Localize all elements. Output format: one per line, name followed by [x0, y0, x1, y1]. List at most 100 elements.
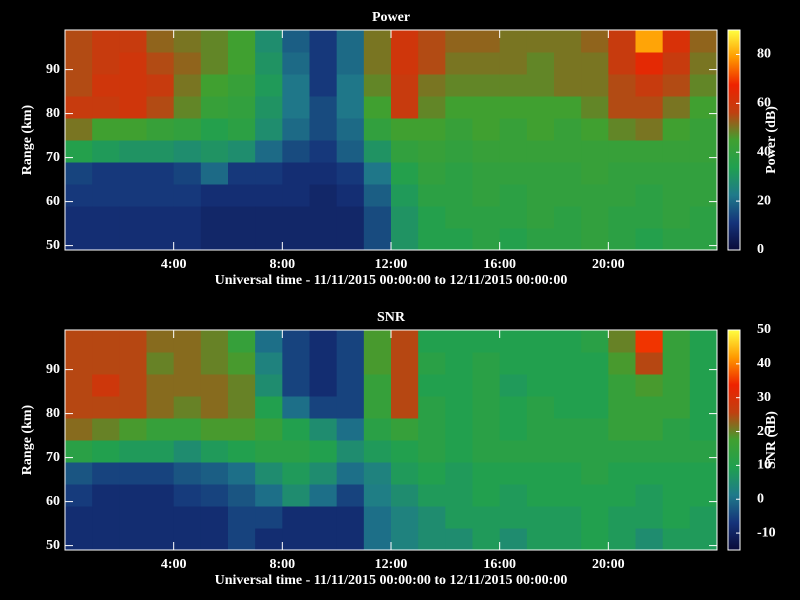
heatmap-cell: [363, 206, 392, 229]
heatmap-cell: [472, 206, 501, 229]
heatmap-cell: [336, 162, 365, 185]
heatmap-cell: [92, 52, 120, 75]
heatmap-cell: [608, 462, 636, 485]
heatmap-cell: [418, 96, 446, 119]
heatmap-cell: [309, 52, 338, 75]
heatmap-cell: [255, 418, 283, 441]
heatmap-cell: [499, 506, 528, 529]
heatmap-cell: [119, 396, 147, 419]
heatmap-cell: [65, 352, 93, 375]
heatmap-cell: [608, 30, 636, 53]
heatmap-cell: [472, 396, 501, 419]
heatmap-cell: [608, 418, 636, 441]
heatmap-cell: [336, 484, 365, 507]
heatmap-cell: [445, 184, 473, 207]
heatmap-cell: [363, 396, 392, 419]
heatmap-cell: [200, 440, 229, 463]
heatmap-cell: [282, 352, 310, 375]
heatmap-cell: [282, 440, 310, 463]
heatmap-cell: [608, 374, 636, 397]
heatmap-cell: [554, 206, 582, 229]
heatmap-cell: [65, 396, 93, 419]
heatmap-cell: [472, 162, 501, 185]
heatmap-cell: [472, 440, 501, 463]
heatmap-cell: [608, 330, 636, 353]
heatmap-cell: [119, 228, 147, 251]
heatmap-cell: [689, 396, 718, 419]
heatmap-cell: [581, 440, 609, 463]
heatmap-cell: [662, 206, 691, 229]
heatmap-cell: [581, 30, 609, 53]
heatmap-cell: [363, 528, 392, 551]
heatmap-cell: [554, 52, 582, 75]
heatmap-cell: [200, 184, 229, 207]
heatmap-cell: [119, 528, 147, 551]
heatmap-cell: [92, 74, 120, 97]
heatmap-cell: [526, 330, 555, 353]
heatmap-cell: [200, 74, 229, 97]
heatmap-cell: [472, 96, 501, 119]
heatmap-cell: [499, 52, 528, 75]
colorbar: [727, 329, 741, 551]
heatmap-cell: [608, 184, 636, 207]
heatmap-cell: [255, 206, 283, 229]
heatmap-cell: [173, 140, 202, 163]
heatmap-cell: [173, 462, 202, 485]
heatmap-cell: [200, 396, 229, 419]
heatmap-cell: [418, 52, 446, 75]
heatmap-cell: [336, 52, 365, 75]
heatmap-cell: [92, 374, 120, 397]
heatmap-cell: [445, 52, 473, 75]
colorbar-tick-label: 20: [757, 193, 771, 208]
heatmap-cell: [526, 184, 555, 207]
heatmap-cell: [499, 374, 528, 397]
heatmap-cell: [92, 506, 120, 529]
heatmap-cell: [635, 352, 664, 375]
heatmap-cell: [282, 374, 310, 397]
heatmap-cell: [255, 228, 283, 251]
heatmap-cell: [608, 52, 636, 75]
heatmap-cell: [173, 528, 202, 551]
heatmap-cell: [418, 506, 446, 529]
heatmap-cell: [92, 440, 120, 463]
heatmap-cell: [65, 140, 93, 163]
heatmap-cell: [689, 206, 718, 229]
heatmap-cell: [635, 206, 664, 229]
heatmap-cell: [65, 228, 93, 251]
heatmap-cell: [309, 440, 338, 463]
heatmap-cell: [255, 528, 283, 551]
heatmap-cell: [635, 140, 664, 163]
heatmap-cell: [282, 484, 310, 507]
heatmap-cell: [499, 74, 528, 97]
heatmap-cell: [173, 440, 202, 463]
heatmap-cell: [662, 396, 691, 419]
heatmap-cell: [228, 162, 256, 185]
heatmap-cell: [526, 462, 555, 485]
heatmap-cell: [445, 206, 473, 229]
heatmap-cell: [173, 206, 202, 229]
heatmap-cell: [146, 440, 175, 463]
heatmap-cell: [526, 484, 555, 507]
heatmap-cell: [336, 206, 365, 229]
heatmap-cell: [581, 418, 609, 441]
heatmap-cell: [472, 462, 501, 485]
heatmap-cell: [662, 162, 691, 185]
heatmap-cell: [200, 52, 229, 75]
heatmap-cell: [581, 74, 609, 97]
heatmap-cell: [146, 52, 175, 75]
heatmap-cell: [418, 162, 446, 185]
heatmap-cell: [65, 74, 93, 97]
heatmap-cell: [662, 30, 691, 53]
heatmap-cell: [309, 74, 338, 97]
heatmap-cell: [418, 418, 446, 441]
heatmap-cell: [200, 506, 229, 529]
heatmap-cell: [662, 462, 691, 485]
x-tick-label: 16:00: [483, 557, 516, 572]
heatmap-cell: [146, 506, 175, 529]
heatmap-cell: [554, 228, 582, 251]
heatmap-cell: [689, 462, 718, 485]
heatmap-cell: [445, 462, 473, 485]
colorbar-tick-label: 10: [757, 458, 771, 473]
heatmap-cell: [391, 228, 419, 251]
heatmap-cell: [608, 118, 636, 141]
